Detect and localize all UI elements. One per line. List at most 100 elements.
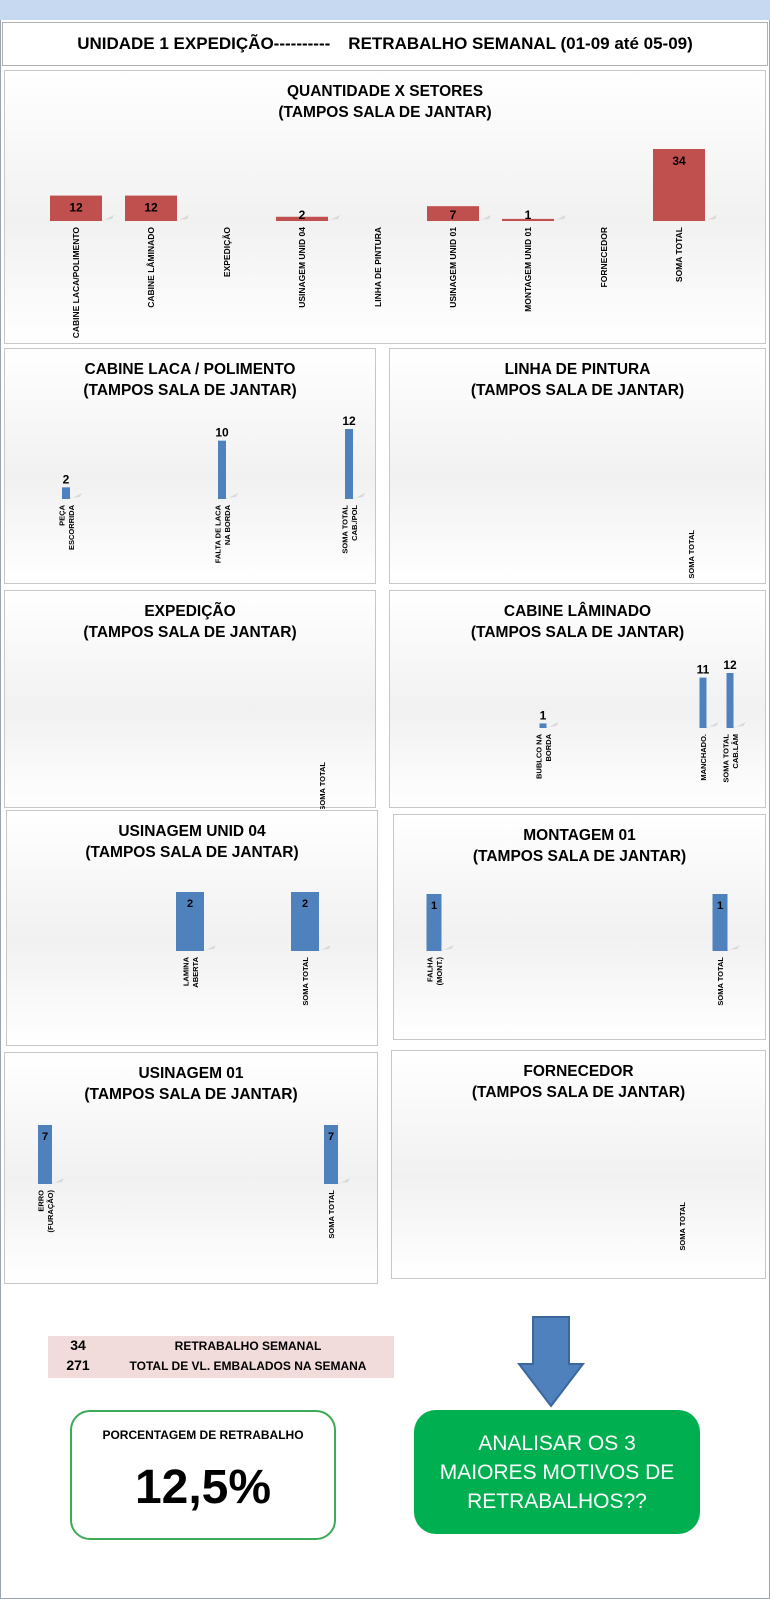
summary-value: 34	[70, 1337, 86, 1353]
data-label: 7	[42, 1131, 48, 1143]
bar-shadow	[706, 722, 719, 728]
chart-title: FORNECEDOR	[523, 1063, 634, 1080]
data-label: 12	[342, 414, 356, 428]
bar-soma-total-cab-lam	[726, 673, 734, 728]
data-label: 7	[328, 1131, 334, 1143]
panel-usinagem-01: USINAGEM 01 (TAMPOS SALA DE JANTAR) 7 ERRO…	[4, 1052, 378, 1284]
percentage-value: 12,5%	[134, 1461, 272, 1514]
usinagem-04-chart-svg: 2 LAMINA ABERTA 2 SOMA TOTAL	[176, 892, 331, 1006]
category-label: PEÇA	[57, 504, 66, 525]
category-label: ESCORRIDA	[67, 504, 76, 550]
bar-soma-total-cab-pol	[345, 429, 353, 499]
chart-title: CABINE LÂMINADO	[503, 603, 652, 620]
summary-label: RETRABALHO SEMANAL	[174, 1339, 322, 1353]
panel-fornecedor: FORNECEDOR (TAMPOS SALA DE JANTAR) SOMA T…	[391, 1050, 766, 1279]
down-arrow-icon	[517, 1316, 585, 1408]
chart-subtitle: (TAMPOS SALA DE JANTAR)	[470, 382, 685, 399]
category-label: CAB./POL	[350, 505, 359, 541]
bar-shadow	[70, 493, 82, 499]
chart-title: EXPEDIÇÃO	[144, 603, 236, 620]
summary-value: 271	[66, 1357, 90, 1373]
bar-shadow	[546, 722, 559, 728]
category-label: MANCHADO.	[699, 734, 708, 781]
chart-subtitle: (TAMPOS SALA DE JANTAR)	[278, 104, 492, 121]
bar-falta-de-laca-na-borda	[218, 440, 226, 499]
category-label: (MONT.)	[435, 956, 444, 985]
data-label: 2	[63, 472, 70, 486]
category-label: SOMA TOTAL	[678, 1202, 687, 1251]
category-label: LINHA DE PINTURA	[373, 227, 383, 307]
category-label: BUBLCO NA	[534, 733, 543, 779]
data-label: 1	[525, 208, 532, 222]
category-label: NA BORDA	[223, 504, 232, 545]
bar-cabine-laca-polimento	[50, 195, 102, 221]
bar-shadow	[102, 215, 114, 221]
bar-cabine-laminado	[125, 195, 177, 221]
data-label: 12	[723, 658, 737, 672]
panel-expedicao: EXPEDIÇÃO (TAMPOS SALA DE JANTAR) SOMA TO…	[4, 590, 376, 809]
panel-linha-pintura: LINHA DE PINTURA (TAMPOS SALA DE JANTAR) …	[389, 348, 766, 584]
data-label: 11	[697, 663, 710, 677]
linha-pintura-chart-svg: SOMA TOTAL	[687, 530, 696, 579]
category-label: EXPEDIÇÃO	[222, 227, 232, 277]
data-label: 34	[672, 154, 686, 168]
cabine-laminado-chart-svg: 1 BUBLCO NA BORDA 11 MANCHADO. 12 SOMA TOTAL CA…	[534, 658, 746, 783]
category-label: SOMA TOTAL	[318, 762, 327, 809]
bar-shadow	[353, 493, 365, 499]
bar-shadow	[226, 493, 238, 499]
bar-soma-total	[653, 149, 705, 221]
header-unit: UNIDADE 1 EXPEDIÇÃO----------	[77, 34, 331, 53]
bar-montagem-unid-01	[502, 218, 554, 221]
chart-title: USINAGEM 01	[138, 1065, 244, 1082]
bar-shadow	[204, 945, 216, 951]
category-label: FORNECEDOR	[599, 227, 609, 287]
chart-subtitle: (TAMPOS SALA DE JANTAR)	[83, 382, 297, 399]
category-label: USINAGEM UNID 04	[297, 227, 307, 308]
cabine-laca-chart-svg: 2 PEÇA ESCORRIDA 10 FALTA DE LACA NA BORDA 12 S…	[57, 414, 365, 563]
chart-subtitle: (TAMPOS SALA DE JANTAR)	[472, 848, 687, 865]
data-label: 2	[302, 898, 308, 910]
chart-subtitle: (TAMPOS SALA DE JANTAR)	[83, 624, 297, 641]
category-label: CABINE LÂMINADO	[145, 227, 156, 308]
bar-lamina-aberta	[176, 892, 204, 951]
data-label: 7	[450, 208, 457, 222]
chart-subtitle: (TAMPOS SALA DE JANTAR)	[471, 1084, 686, 1101]
summary-table: 34 RETRABALHO SEMANAL 271 TOTAL DE VL. E…	[48, 1336, 394, 1378]
percentage-label: PORCENTAGEM DE RETRABALHO	[102, 1428, 304, 1442]
main-chart-panel: QUANTIDADE X SETORES (TAMPOS SALA DE JAN…	[4, 70, 766, 344]
category-label: FALTA DE LACA	[213, 504, 222, 563]
chart-subtitle: (TAMPOS SALA DE JANTAR)	[84, 1086, 298, 1103]
chart-title: USINAGEM UNID 04	[118, 823, 266, 840]
chart-subtitle: (TAMPOS SALA DE JANTAR)	[85, 844, 299, 861]
bar-shadow	[319, 945, 331, 951]
category-label: LAMINA	[181, 956, 190, 986]
percentage-box: PORCENTAGEM DE RETRABALHO 12,5%	[70, 1410, 336, 1540]
bar-peca-escorrida	[62, 487, 70, 499]
category-label: SOMA TOTAL	[674, 227, 684, 282]
summary-row: 34 RETRABALHO SEMANAL	[48, 1337, 394, 1357]
bar-erro-furacao	[38, 1125, 52, 1184]
bar-falha-mont	[426, 894, 442, 951]
bar-usinagem-unid-01	[427, 206, 479, 221]
category-label: (FURAÇÃO)	[46, 1190, 55, 1233]
data-label: 2	[187, 898, 193, 910]
report-header: UNIDADE 1 EXPEDIÇÃO---------- RETRABALHO…	[2, 22, 768, 66]
bar-shadow	[733, 722, 746, 728]
expedicao-chart-svg: SOMA TOTAL	[318, 762, 327, 809]
category-label: SOMA TOTAL	[687, 530, 696, 579]
chart-title: LINHA DE PINTURA	[504, 361, 651, 378]
bar-shadow	[52, 1178, 64, 1184]
chart-title: MONTAGEM 01	[523, 827, 636, 844]
category-label: USINAGEM UNID 01	[448, 227, 458, 308]
category-label: CABINE LACA/POLIMENTO	[71, 227, 81, 339]
bar-soma-total	[324, 1125, 338, 1184]
usinagem-01-chart-svg: 7 ERRO (FURAÇÃO) 7 SOMA TOTAL	[36, 1125, 350, 1239]
panel-usinagem-04: USINAGEM UNID 04 (TAMPOS SALA DE JANTAR) …	[6, 810, 378, 1046]
data-label: 12	[144, 201, 158, 215]
bar-shadow	[479, 215, 491, 221]
category-label: BORDA	[544, 733, 553, 761]
bar-bublco-na-borda	[539, 723, 547, 728]
window-top-bar	[0, 0, 770, 20]
data-label: 1	[717, 900, 723, 912]
